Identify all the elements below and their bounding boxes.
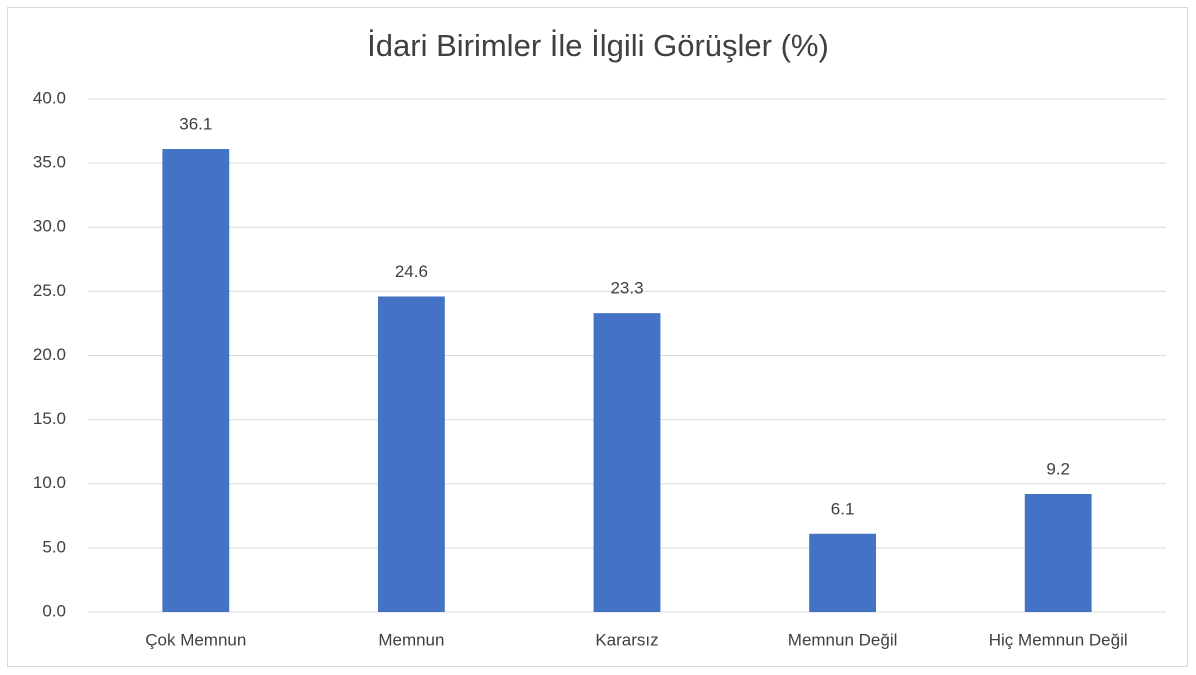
data-label: 6.1 <box>831 499 855 518</box>
y-tick-label: 35.0 <box>33 153 66 172</box>
x-tick-label: Kararsız <box>595 630 658 649</box>
bar <box>1024 494 1092 612</box>
chart-title: İdari Birimler İle İlgili Görüşler (%) <box>367 28 829 63</box>
data-label: 23.3 <box>610 279 643 298</box>
x-tick-label: Memnun Değil <box>788 630 898 649</box>
y-tick-label: 10.0 <box>33 473 66 492</box>
data-label: 24.6 <box>395 262 428 281</box>
data-label: 9.2 <box>1046 459 1070 478</box>
y-tick-label: 40.0 <box>33 88 66 107</box>
y-tick-label: 5.0 <box>42 537 66 556</box>
y-tick-label: 25.0 <box>33 281 66 300</box>
y-tick-label: 0.0 <box>42 601 66 620</box>
y-tick-label: 30.0 <box>33 217 66 236</box>
x-tick-label: Çok Memnun <box>145 630 246 649</box>
x-tick-label: Hiç Memnun Değil <box>989 630 1128 649</box>
y-tick-label: 15.0 <box>33 409 66 428</box>
x-tick-label: Memnun <box>378 630 444 649</box>
bar <box>593 313 661 612</box>
y-tick-label: 20.0 <box>33 345 66 364</box>
bar <box>377 296 445 612</box>
bar <box>809 533 877 612</box>
data-label: 36.1 <box>179 115 212 134</box>
bar <box>162 149 230 612</box>
